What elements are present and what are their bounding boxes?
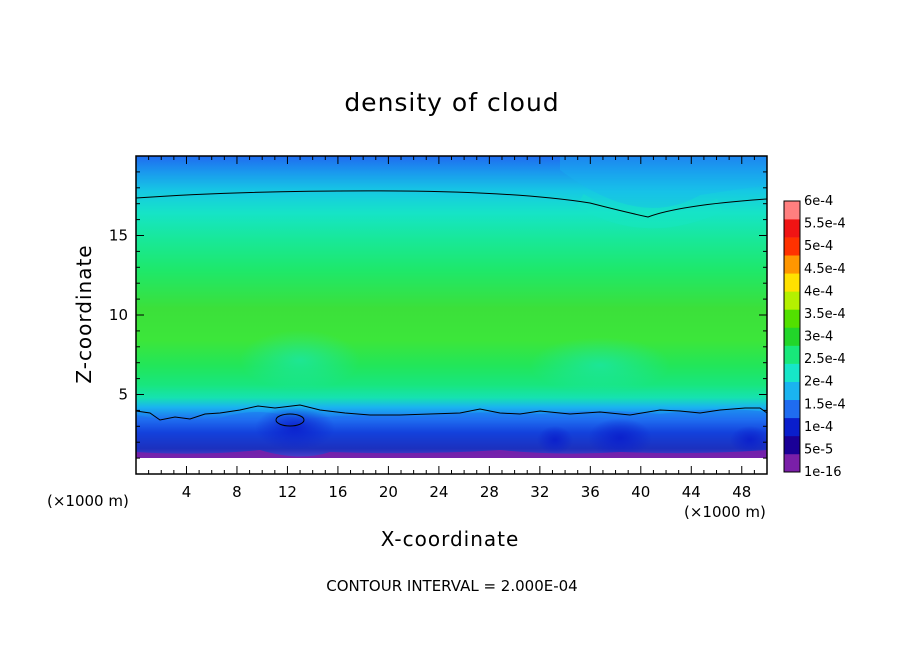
x-tick-label: 16 (328, 483, 347, 501)
colorbar-label: 4e-4 (804, 284, 833, 299)
colorbar-label: 1e-4 (804, 420, 833, 435)
x-axis-unit-right: (×1000 m) (684, 503, 766, 521)
x-tick-label: 48 (732, 483, 751, 501)
y-tick-label: 5 (118, 386, 128, 404)
x-axis-unit-left: (×1000 m) (47, 492, 129, 510)
x-tick-label: 40 (631, 483, 650, 501)
colorbar-swatch (784, 219, 800, 238)
density-field (136, 156, 767, 474)
x-tick-label: 44 (682, 483, 701, 501)
contour-line-island (275, 413, 305, 427)
colorbar-swatch (784, 201, 800, 220)
x-tick-label: 24 (429, 483, 448, 501)
colorbar-label: 2e-4 (804, 375, 833, 390)
y-tick-label: 10 (109, 306, 128, 324)
colorbar-swatch (784, 273, 800, 292)
y-tick-label: 15 (109, 227, 128, 245)
colorbar-swatch (784, 435, 800, 455)
colorbar-label: 3.5e-4 (804, 307, 846, 322)
x-tick-label: 12 (278, 483, 297, 501)
colorbar-label: 1.5e-4 (804, 397, 846, 412)
colorbar-label: 5e-5 (804, 442, 833, 457)
colorbar-swatch (784, 309, 800, 328)
contour-interval-note: CONTOUR INTERVAL = 2.000E-04 (326, 577, 578, 595)
x-tick-label: 20 (379, 483, 398, 501)
x-tick-label: 32 (530, 483, 549, 501)
colorbar-label: 1e-16 (804, 465, 842, 480)
colorbar-swatch (784, 327, 800, 346)
contour-line-upper (135, 190, 768, 218)
colorbar-swatch (784, 345, 800, 364)
x-tick-label: 4 (182, 483, 192, 501)
x-axis-ticks: 4 8 12 16 20 24 28 32 36 40 44 48 (148, 156, 755, 501)
colorbar-swatch (784, 399, 800, 419)
y-axis-ticks: 5 10 15 (109, 171, 767, 459)
colorbar-label: 3e-4 (804, 330, 833, 345)
x-tick-label: 28 (480, 483, 499, 501)
colorbar-swatch (784, 255, 800, 274)
colorbar-swatch (784, 381, 800, 401)
contour-line-lower (135, 404, 768, 421)
colorbar-label: 4.5e-4 (804, 262, 846, 277)
colorbar-label: 6e-4 (804, 194, 833, 209)
x-axis-label: X-coordinate (380, 527, 520, 551)
colorbar-swatch (784, 363, 800, 382)
y-axis-label: Z-coordinate (72, 244, 96, 384)
colorbar-swatch (784, 417, 800, 437)
colorbar-label: 5.5e-4 (804, 217, 846, 232)
colorbar: 1e-16 5e-5 1e-4 1.5e-4 2e-4 2.5e-4 3e-4 3.5e-4 4… (783, 194, 846, 480)
colorbar-frame (783, 200, 801, 473)
chart-title: density of cloud (344, 88, 560, 117)
colorbar-label: 2.5e-4 (804, 352, 846, 367)
x-tick-label: 8 (232, 483, 242, 501)
colorbar-swatch (784, 291, 800, 310)
colorbar-label: 5e-4 (804, 239, 833, 254)
colorbar-swatch (784, 453, 800, 473)
colorbar-swatch (784, 237, 800, 256)
x-tick-label: 36 (581, 483, 600, 501)
